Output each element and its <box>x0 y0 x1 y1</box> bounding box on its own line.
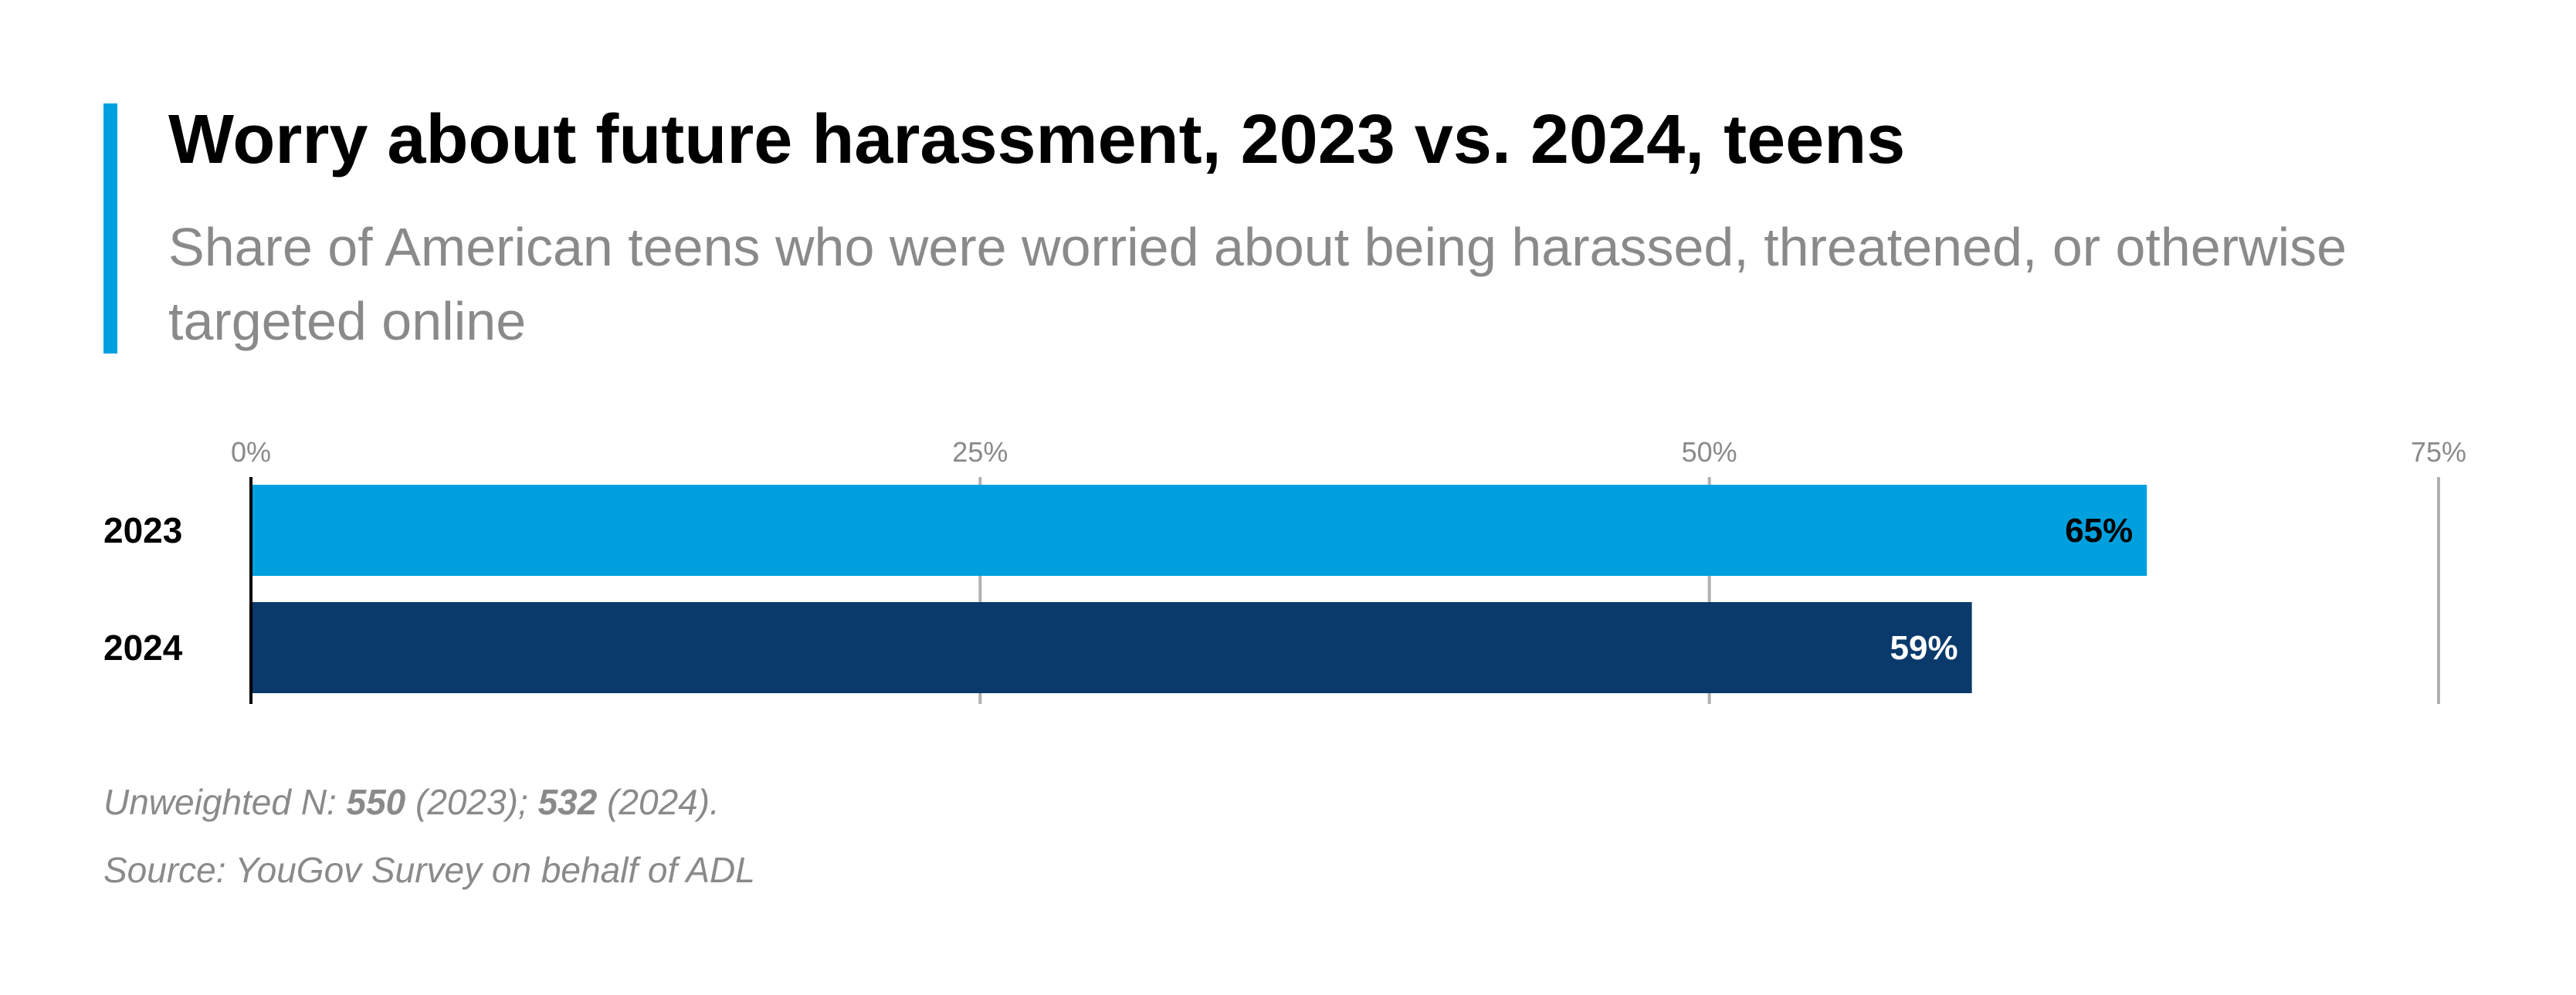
data-label-2023: 65% <box>2065 512 2133 550</box>
x-tick-label-0: 0% <box>231 436 271 468</box>
chart-title: Worry about future harassment, 2023 vs. … <box>168 101 1906 178</box>
n-2024-value: 532 <box>537 782 598 822</box>
bar-chart: 0% 25% 50% 75% 65% 2023 59% 2024 <box>103 436 2466 704</box>
sample-size-note: Unweighted N: 550 (2023); 532 (2024). <box>103 782 720 822</box>
bar-2024 <box>251 602 1972 693</box>
data-label-2024: 59% <box>1890 629 1958 667</box>
n-2023-value: 550 <box>346 782 406 822</box>
title-accent-bar <box>103 103 117 354</box>
x-tick-label-50: 50% <box>1682 436 1737 468</box>
chart-subtitle: Share of American teens who were worried… <box>168 217 2347 351</box>
x-tick-label-75: 75% <box>2411 436 2466 468</box>
source-note: Source: YouGov Survey on behalf of ADL <box>103 850 755 890</box>
category-label-2023: 2023 <box>103 510 182 550</box>
category-label-2024: 2024 <box>103 628 183 668</box>
x-tick-label-25: 25% <box>952 436 1008 468</box>
bar-2023 <box>251 485 2147 576</box>
